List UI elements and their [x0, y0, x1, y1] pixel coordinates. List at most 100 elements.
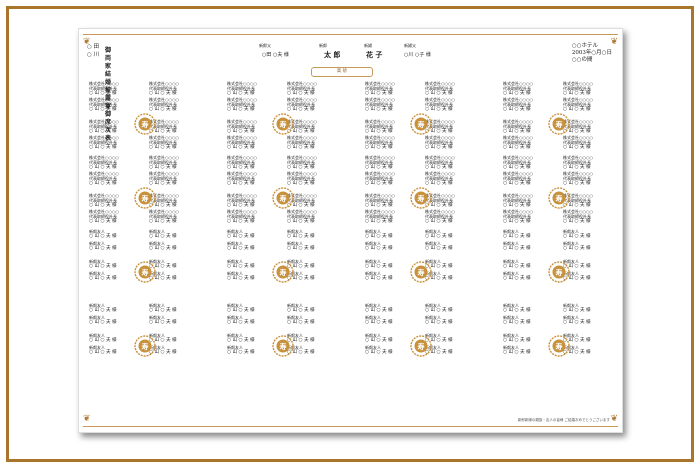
- guest-title: 新郎友人: [563, 345, 579, 350]
- guest-title: 代表取締役社長: [425, 86, 453, 91]
- guest-title: 代表取締役社長: [563, 102, 591, 107]
- left-circle-1: ○ 田: [87, 44, 100, 50]
- guest-title: 代表取締役社長: [287, 176, 315, 181]
- guest-title: 代表取締役社長: [365, 102, 393, 107]
- guest-name: ○ 山 ○ 夫 様: [365, 107, 393, 112]
- guest-entry: 株式会社○○○○ 代表取締役社長 ○ 山 ○ 夫 様: [503, 119, 533, 134]
- guest-title: 代表取締役社長: [425, 140, 453, 145]
- guest-entry: 新郎友人 ○ 山 ○ 夫 様: [365, 241, 393, 251]
- guest-name: ○ 山 ○ 夫 様: [227, 234, 255, 239]
- guest-title: 代表取締役社長: [227, 176, 255, 181]
- guest-name: ○ 山 ○ 夫 様: [503, 129, 531, 134]
- guest-title: 代表取締役社長: [503, 86, 531, 91]
- guest-entry: 新郎友人 ○ 山 ○ 夫 様: [149, 333, 177, 343]
- guest-entry: 新郎友人 ○ 山 ○ 夫 様: [287, 303, 315, 313]
- guest-entry: 株式会社○○○○ 代表取締役社長 ○ 山 ○ 夫 様: [227, 97, 257, 112]
- guest-entry: 新郎友人 ○ 山 ○ 夫 様: [287, 315, 315, 325]
- groom-father-name: ○田 ○夫 様: [262, 52, 289, 58]
- guest-entry: 新郎友人 ○ 山 ○ 夫 様: [563, 259, 591, 269]
- guest-name: ○ 山 ○ 夫 様: [563, 107, 591, 112]
- guest-name: ○ 山 ○ 夫 様: [89, 129, 117, 134]
- guest-title: 新郎友人: [563, 303, 579, 308]
- guest-title: 代表取締役社長: [563, 140, 591, 145]
- guest-title: 代表取締役社長: [149, 198, 177, 203]
- guest-entry: 新郎友人 ○ 山 ○ 夫 様: [503, 241, 531, 251]
- guest-title: 新郎友人: [227, 229, 243, 234]
- guest-entry: 株式会社○○○○ 代表取締役社長 ○ 山 ○ 夫 様: [563, 119, 593, 134]
- page-title: 御両家結婚披露宴御席次表: [105, 47, 112, 142]
- guest-name: ○ 山 ○ 夫 様: [287, 219, 315, 224]
- guest-title: 代表取締役社長: [365, 160, 393, 165]
- guest-title: 新郎友人: [89, 333, 105, 338]
- guest-name: ○ 山 ○ 夫 様: [287, 129, 315, 134]
- guest-title: 株式会社○○○○: [89, 155, 119, 160]
- guest-title: 新郎友人: [287, 241, 303, 246]
- corner-ornament-icon: ❦: [83, 37, 91, 47]
- guest-title: 新郎友人: [89, 229, 105, 234]
- guest-name: ○ 山 ○ 夫 様: [227, 350, 255, 355]
- table-kotobuki-icon: 寿: [272, 187, 294, 209]
- guest-name: ○ 山 ○ 夫 様: [89, 91, 117, 96]
- guest-name: ○ 山 ○ 夫 様: [149, 246, 177, 251]
- guest-name: ○ 山 ○ 夫 様: [227, 145, 255, 150]
- guest-entry: 株式会社○○○○ 代表取締役社長 ○ 山 ○ 夫 様: [425, 193, 455, 208]
- guest-entry: 新郎友人 ○ 山 ○ 夫 様: [227, 229, 255, 239]
- guest-title: 代表取締役社長: [89, 214, 117, 219]
- guest-entry: 株式会社○○○○ 代表取締役社長 ○ 山 ○ 夫 様: [287, 97, 317, 112]
- guest-title: 新郎友人: [287, 271, 303, 276]
- guest-name: ○ 山 ○ 夫 様: [563, 203, 591, 208]
- guest-title: 代表取締役社長: [503, 140, 531, 145]
- guest-title: 代表取締役社長: [227, 140, 255, 145]
- footer-note: 新郎新婦の親族・友人の皆様 ご結婚おめでとうございます: [517, 418, 610, 422]
- guest-name: ○ 山 ○ 夫 様: [503, 219, 531, 224]
- top-border-rule: [83, 34, 618, 35]
- guest-title: 株式会社○○○○: [425, 193, 455, 198]
- guest-entry: 新郎友人 ○ 山 ○ 夫 様: [503, 229, 531, 239]
- guest-name: ○ 山 ○ 夫 様: [149, 264, 177, 269]
- guest-entry: 株式会社○○○○ 代表取締役社長 ○ 山 ○ 夫 様: [503, 155, 533, 170]
- guest-title: 代表取締役社長: [365, 86, 393, 91]
- guest-name: ○ 山 ○ 夫 様: [287, 181, 315, 186]
- guest-entry: 新郎友人 ○ 山 ○ 夫 様: [149, 241, 177, 251]
- guest-entry: 株式会社○○○○ 代表取締役社長 ○ 山 ○ 夫 様: [149, 81, 179, 96]
- guest-title: 株式会社○○○○: [89, 171, 119, 176]
- guest-entry: 新郎友人 ○ 山 ○ 夫 様: [227, 303, 255, 313]
- guest-title: 代表取締役社長: [503, 214, 531, 219]
- guest-name: ○ 山 ○ 夫 様: [503, 107, 531, 112]
- svg-text:寿: 寿: [556, 194, 563, 203]
- guest-title: 新郎友人: [287, 345, 303, 350]
- guest-title: 代表取締役社長: [89, 160, 117, 165]
- guest-entry: 株式会社○○○○ 代表取締役社長 ○ 山 ○ 夫 様: [287, 209, 317, 224]
- guest-title: 新郎友人: [503, 241, 519, 246]
- guest-entry: 新郎友人 ○ 山 ○ 夫 様: [503, 271, 531, 281]
- guest-name: ○ 山 ○ 夫 様: [149, 165, 177, 170]
- guest-name: ○ 山 ○ 夫 様: [425, 129, 453, 134]
- guest-name: ○ 山 ○ 夫 様: [89, 320, 117, 325]
- guest-title: 代表取締役社長: [503, 102, 531, 107]
- guest-name: ○ 山 ○ 夫 様: [227, 276, 255, 281]
- guest-name: ○ 山 ○ 夫 様: [365, 91, 393, 96]
- svg-text:寿: 寿: [280, 268, 287, 277]
- guest-entry: 新郎友人 ○ 山 ○ 夫 様: [365, 315, 393, 325]
- guest-title: 代表取締役社長: [563, 214, 591, 219]
- guest-title: 代表取締役社長: [365, 198, 393, 203]
- guest-title: 新郎友人: [563, 259, 579, 264]
- guest-title: 代表取締役社長: [149, 102, 177, 107]
- guest-title: 代表取締役社長: [89, 140, 117, 145]
- guest-name: ○ 山 ○ 夫 様: [563, 219, 591, 224]
- bottom-border-rule: [83, 426, 618, 427]
- guest-name: ○ 山 ○ 夫 様: [563, 234, 591, 239]
- guest-title: 新郎友人: [365, 259, 381, 264]
- guest-entry: 株式会社○○○○ 代表取締役社長 ○ 山 ○ 夫 様: [365, 97, 395, 112]
- guest-entry: 新郎友人 ○ 山 ○ 夫 様: [89, 333, 117, 343]
- table-kotobuki-icon: 寿: [134, 113, 156, 135]
- guest-name: ○ 山 ○ 夫 様: [425, 276, 453, 281]
- guest-entry: 新郎友人 ○ 山 ○ 夫 様: [425, 333, 453, 343]
- guest-title: 株式会社○○○○: [425, 135, 455, 140]
- guest-entry: 株式会社○○○○ 代表取締役社長 ○ 山 ○ 夫 様: [563, 135, 593, 150]
- table-kotobuki-icon: 寿: [272, 113, 294, 135]
- guest-title: 代表取締役社長: [149, 140, 177, 145]
- guest-name: ○ 山 ○ 夫 様: [149, 320, 177, 325]
- guest-entry: 新郎友人 ○ 山 ○ 夫 様: [503, 259, 531, 269]
- guest-title: 株式会社○○○○: [425, 155, 455, 160]
